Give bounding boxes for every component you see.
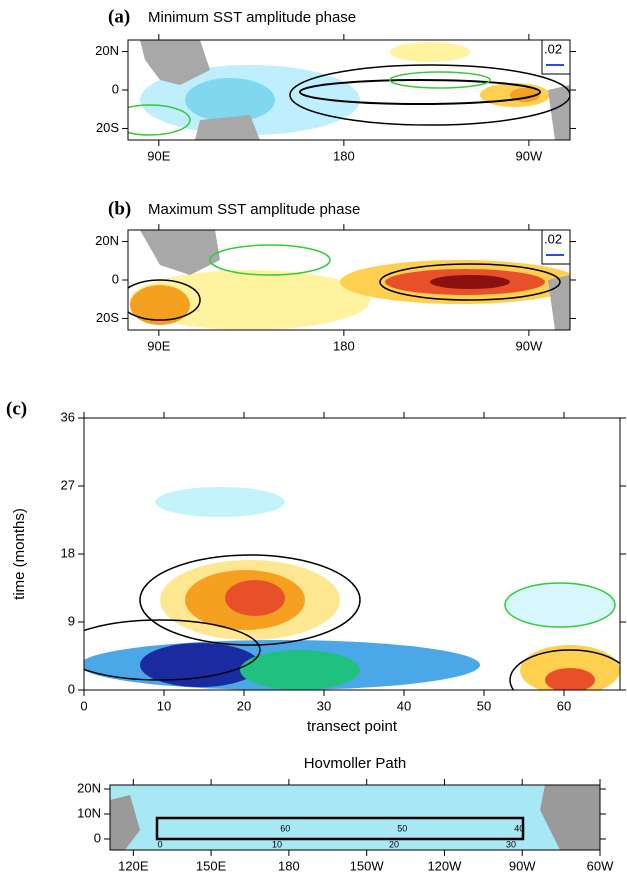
x-tick-label: 20 (237, 698, 251, 713)
x-tick-label: 30 (317, 698, 331, 713)
y-tick-label: 27 (61, 477, 75, 492)
path-label: 20 (389, 839, 399, 849)
y-tick-label: 0 (112, 81, 119, 96)
x-tick-label: 120E (118, 858, 149, 873)
y-tick-label: 0 (112, 271, 119, 286)
panel-label: (b) (108, 198, 131, 219)
x-tick-label: 60 (557, 698, 571, 713)
y-tick-label: 0 (68, 681, 75, 696)
x-tick-label: 40 (397, 698, 411, 713)
y-tick-label: 0 (94, 830, 101, 845)
y-tick-label: 20N (77, 780, 101, 795)
y-axis-label: time (months) (11, 508, 28, 600)
y-tick-label: 9 (68, 613, 75, 628)
x-tick-label: 180 (333, 338, 355, 353)
x-tick-label: 90W (509, 858, 536, 873)
x-tick-label: 90E (147, 338, 170, 353)
hovmoller-path (155, 816, 525, 841)
panel-a-shading (128, 40, 570, 140)
x-tick-label: 60W (587, 858, 614, 873)
x-tick-label: 10 (157, 698, 171, 713)
path-label: 50 (397, 823, 407, 833)
land (540, 785, 600, 850)
reference-label: .02 (544, 231, 562, 246)
path-label: 30 (506, 839, 516, 849)
path-label: 0 (157, 839, 162, 849)
path-label: 40 (514, 823, 524, 833)
y-tick-label: 20N (95, 233, 119, 248)
x-tick-label: 180 (333, 148, 355, 163)
y-tick-label: 18 (61, 545, 75, 560)
panel-title: Maximum SST amplitude phase (148, 201, 360, 218)
panel-c-shading (84, 418, 620, 690)
x-tick-label: 90W (516, 338, 543, 353)
x-tick-label: 90E (147, 148, 170, 163)
panel-label: (c) (6, 398, 27, 419)
reference-label: .02 (544, 41, 562, 56)
x-tick-label: 150E (196, 858, 227, 873)
reference-box (541, 229, 571, 265)
reference-box (541, 39, 571, 75)
panel-title: Hovmoller Path (304, 755, 407, 772)
panel-label: (a) (108, 6, 130, 27)
x-tick-label: 180 (278, 858, 300, 873)
x-tick-label: 120W (427, 858, 462, 873)
x-tick-label: 90W (516, 148, 543, 163)
x-tick-label: 0 (80, 698, 87, 713)
x-tick-label: 150W (350, 858, 385, 873)
x-tick-label: 50 (477, 698, 491, 713)
y-tick-label: 20S (96, 310, 119, 325)
panel-title: Minimum SST amplitude phase (148, 9, 356, 26)
path-label: 60 (280, 823, 290, 833)
land (110, 795, 140, 850)
y-tick-label: 20N (95, 43, 119, 58)
y-tick-label: 36 (61, 409, 75, 424)
path-label: 10 (272, 839, 282, 849)
y-tick-label: 20S (96, 120, 119, 135)
x-axis-label: transect point (307, 718, 398, 735)
plot-frame (109, 784, 601, 851)
y-tick-label: 10N (77, 805, 101, 820)
panel-b-shading (128, 230, 570, 330)
